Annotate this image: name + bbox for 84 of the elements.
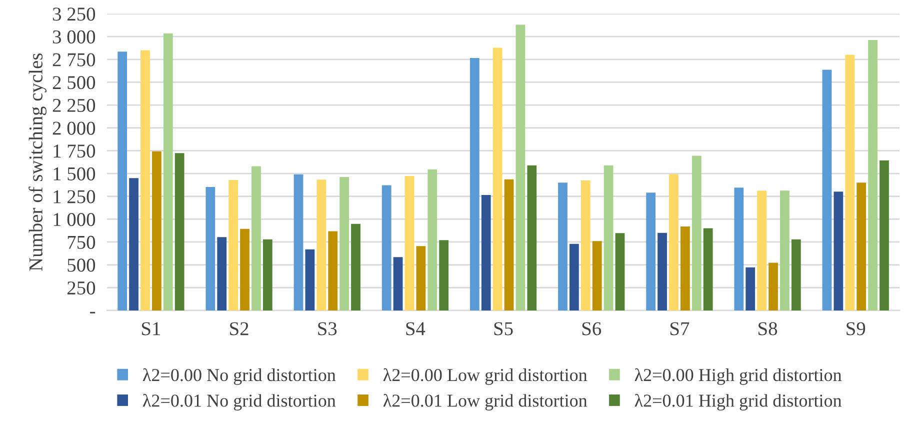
bar bbox=[746, 267, 756, 310]
bar bbox=[880, 160, 889, 310]
x-tick-label: S9 bbox=[846, 322, 866, 336]
bar bbox=[580, 180, 590, 310]
y-tick-label: 1 500 bbox=[54, 167, 96, 180]
bar bbox=[481, 194, 491, 310]
bar bbox=[780, 190, 790, 310]
x-tick-label: S1 bbox=[142, 322, 160, 336]
bar bbox=[382, 185, 392, 310]
y-tick-label: 2 500 bbox=[52, 76, 96, 90]
bar bbox=[592, 241, 602, 310]
y-tick-label: 3 250 bbox=[52, 8, 96, 21]
bar bbox=[404, 176, 414, 310]
bar bbox=[140, 50, 150, 310]
bar bbox=[791, 239, 801, 310]
bar bbox=[340, 176, 349, 310]
bar bbox=[822, 70, 832, 310]
bar bbox=[558, 182, 568, 310]
bar bbox=[692, 156, 702, 310]
bar bbox=[646, 192, 656, 310]
bar bbox=[845, 54, 855, 310]
y-tick-label: 250 bbox=[67, 281, 96, 295]
y-tick-label: 1 250 bbox=[54, 190, 96, 204]
bar bbox=[217, 237, 227, 310]
legend-label: λ2=0.01 Low grid distortion bbox=[383, 394, 588, 410]
bar bbox=[439, 240, 449, 310]
bar bbox=[163, 33, 173, 310]
x-tick-label: S4 bbox=[406, 322, 426, 336]
bar bbox=[118, 52, 128, 310]
bar bbox=[129, 178, 138, 310]
y-tick-label: 750 bbox=[68, 236, 96, 249]
x-tick-label: S5 bbox=[494, 322, 513, 336]
bar bbox=[516, 24, 526, 310]
bar bbox=[328, 231, 338, 310]
bar bbox=[305, 249, 315, 310]
bar bbox=[868, 40, 878, 310]
bar bbox=[504, 179, 514, 310]
bar bbox=[416, 246, 426, 310]
y-tick-label: - bbox=[90, 312, 96, 314]
bar bbox=[856, 182, 866, 310]
y-tick-label: 1 000 bbox=[54, 212, 96, 226]
bar bbox=[527, 165, 537, 310]
bar bbox=[252, 166, 261, 310]
bar bbox=[734, 188, 744, 310]
bar bbox=[316, 180, 326, 310]
legend-label: λ2=0.00 No grid distortion bbox=[142, 368, 336, 385]
bar bbox=[174, 153, 184, 310]
bar bbox=[206, 187, 216, 310]
x-tick-label: S2 bbox=[230, 322, 248, 336]
y-tick-label: 1 750 bbox=[54, 144, 96, 158]
y-tick-label: 2 750 bbox=[52, 53, 96, 66]
y-tick-label: 2 000 bbox=[52, 122, 96, 135]
bar bbox=[470, 58, 480, 310]
bar bbox=[615, 233, 625, 310]
bar bbox=[351, 224, 360, 310]
legend-label: λ2=0.00 Low grid distortion bbox=[383, 368, 588, 385]
y-axis-title: Number of switching cycles bbox=[28, 53, 46, 271]
bar bbox=[492, 48, 502, 310]
bar bbox=[658, 232, 667, 310]
bar bbox=[428, 169, 438, 310]
x-tick-label: S6 bbox=[582, 322, 602, 336]
x-tick-label: S8 bbox=[758, 322, 778, 336]
y-tick-label: 3 000 bbox=[52, 30, 96, 44]
bar bbox=[569, 244, 579, 310]
legend-label: λ2=0.00 High grid distortion bbox=[634, 368, 842, 385]
bar bbox=[669, 174, 678, 310]
y-tick-label: 2 250 bbox=[52, 98, 96, 112]
x-tick-label: S3 bbox=[318, 322, 337, 336]
bar bbox=[834, 192, 844, 310]
bar bbox=[240, 228, 250, 310]
bar bbox=[294, 174, 304, 310]
y-tick-label: 500 bbox=[68, 258, 96, 272]
bar bbox=[393, 257, 403, 310]
bar bbox=[152, 151, 162, 310]
legend-label: λ2=0.01 High grid distortion bbox=[634, 394, 842, 410]
bar bbox=[703, 228, 713, 310]
bar bbox=[680, 226, 690, 310]
bar bbox=[262, 239, 272, 310]
bar bbox=[768, 262, 778, 310]
bar bbox=[757, 190, 766, 310]
x-tick-label: S7 bbox=[670, 322, 690, 336]
legend-label: λ2=0.01 No grid distortion bbox=[142, 394, 336, 410]
bar bbox=[228, 180, 238, 310]
bar bbox=[604, 165, 614, 310]
